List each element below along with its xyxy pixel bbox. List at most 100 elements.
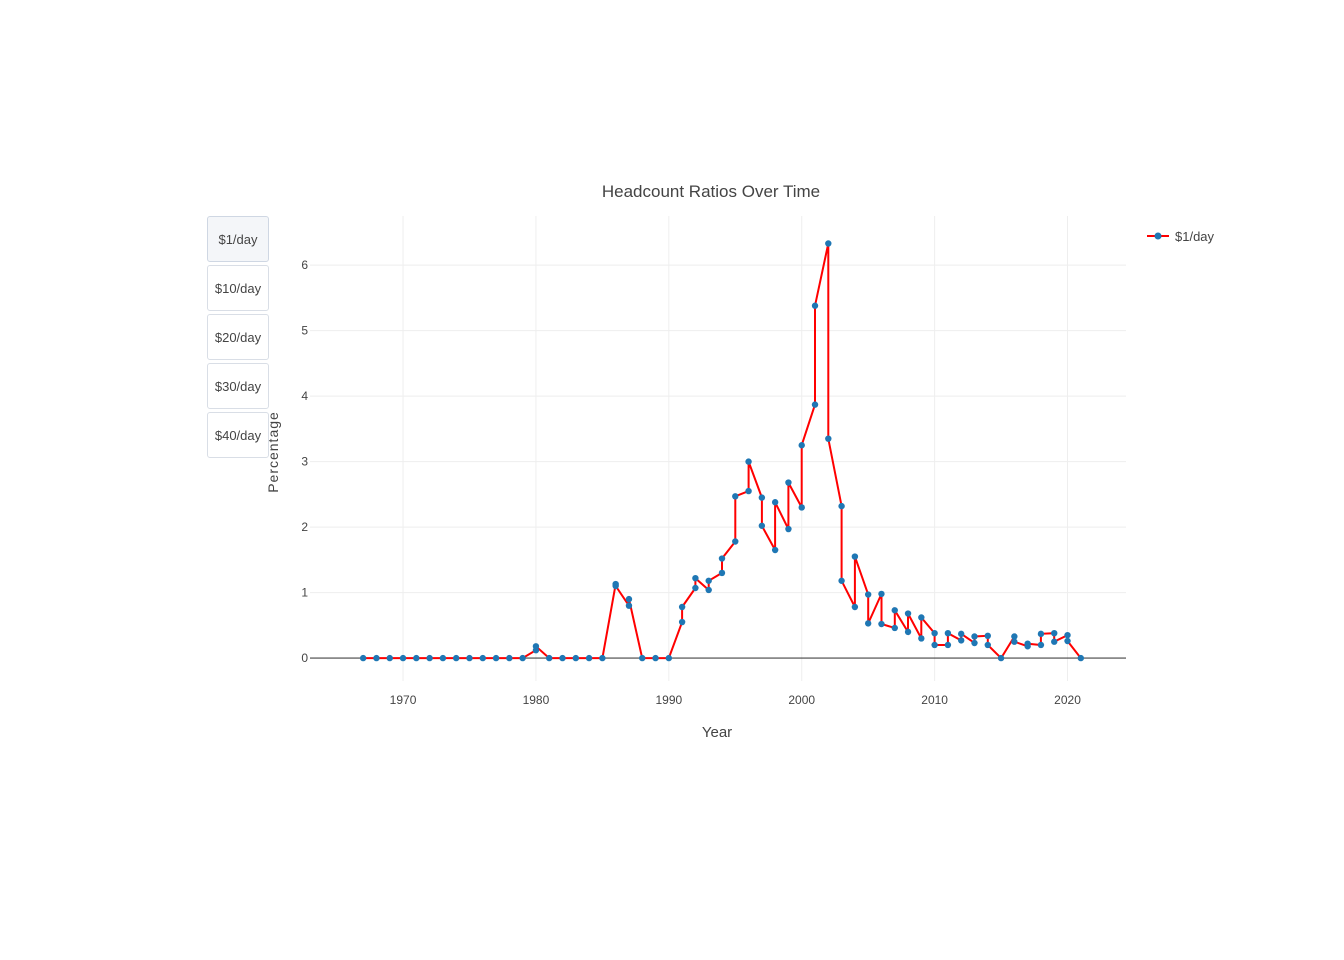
data-point[interactable] bbox=[1011, 633, 1018, 640]
data-point[interactable] bbox=[851, 553, 859, 560]
data-point[interactable] bbox=[864, 620, 872, 627]
data-point[interactable] bbox=[984, 632, 991, 640]
data-point[interactable] bbox=[585, 654, 593, 662]
button-10-per-day[interactable]: $10/day bbox=[207, 265, 269, 311]
y-axis-label: Percentage bbox=[265, 411, 281, 493]
data-point[interactable] bbox=[1064, 637, 1071, 645]
data-point[interactable] bbox=[1064, 631, 1071, 639]
data-point[interactable] bbox=[798, 442, 805, 449]
data-point[interactable] bbox=[519, 654, 526, 662]
data-point[interactable] bbox=[825, 435, 832, 442]
data-point[interactable] bbox=[1024, 640, 1031, 647]
data-point[interactable] bbox=[466, 654, 473, 662]
data-point[interactable] bbox=[1077, 654, 1085, 662]
data-point[interactable] bbox=[931, 629, 938, 637]
x-tick-label: 1970 bbox=[390, 693, 417, 707]
data-point[interactable] bbox=[532, 643, 540, 650]
data-point[interactable] bbox=[732, 538, 739, 545]
data-point[interactable] bbox=[692, 574, 699, 582]
data-point[interactable] bbox=[771, 499, 779, 506]
data-point[interactable] bbox=[559, 654, 566, 662]
data-point[interactable] bbox=[864, 591, 872, 598]
data-point[interactable] bbox=[958, 637, 965, 644]
data-point[interactable] bbox=[851, 603, 859, 611]
data-point[interactable] bbox=[1011, 638, 1018, 645]
data-point[interactable] bbox=[1051, 629, 1058, 637]
data-point[interactable] bbox=[599, 654, 606, 662]
data-point[interactable] bbox=[652, 654, 659, 662]
data-point[interactable] bbox=[811, 302, 819, 309]
data-point[interactable] bbox=[931, 641, 938, 649]
legend-label: $1/day bbox=[1175, 229, 1215, 244]
data-points bbox=[359, 240, 1085, 662]
data-point[interactable] bbox=[665, 654, 673, 662]
data-point[interactable] bbox=[825, 240, 832, 247]
data-point[interactable] bbox=[758, 522, 766, 529]
data-point[interactable] bbox=[811, 401, 819, 408]
data-point[interactable] bbox=[386, 654, 393, 662]
data-point[interactable] bbox=[625, 595, 633, 603]
data-point[interactable] bbox=[692, 584, 699, 592]
data-point[interactable] bbox=[944, 629, 952, 637]
data-point[interactable] bbox=[771, 546, 779, 554]
data-point[interactable] bbox=[492, 654, 500, 662]
data-point[interactable] bbox=[452, 654, 460, 662]
data-point[interactable] bbox=[971, 633, 978, 640]
data-point[interactable] bbox=[878, 590, 885, 598]
data-point[interactable] bbox=[639, 654, 646, 662]
button-1-per-day[interactable]: $1/day bbox=[207, 216, 269, 262]
data-point[interactable] bbox=[958, 630, 965, 638]
data-point[interactable] bbox=[359, 654, 367, 662]
data-point[interactable] bbox=[838, 577, 845, 584]
data-point[interactable] bbox=[625, 602, 633, 609]
data-point[interactable] bbox=[1037, 641, 1045, 649]
button-20-per-day[interactable]: $20/day bbox=[207, 314, 269, 360]
data-point[interactable] bbox=[1051, 638, 1058, 645]
button-30-per-day[interactable]: $30/day bbox=[207, 363, 269, 409]
data-point[interactable] bbox=[732, 493, 739, 500]
data-point[interactable] bbox=[506, 654, 513, 662]
y-tick-label: 4 bbox=[301, 389, 308, 403]
data-point[interactable] bbox=[904, 628, 912, 636]
data-point[interactable] bbox=[745, 487, 752, 495]
data-point[interactable] bbox=[971, 639, 978, 647]
data-point[interactable] bbox=[758, 494, 766, 501]
data-point[interactable] bbox=[891, 624, 898, 632]
data-point[interactable] bbox=[705, 577, 712, 584]
data-point[interactable] bbox=[785, 479, 792, 486]
x-tick-label: 2020 bbox=[1054, 693, 1081, 707]
data-point[interactable] bbox=[373, 654, 380, 662]
data-point[interactable] bbox=[479, 654, 486, 662]
data-point[interactable] bbox=[798, 504, 805, 511]
data-point[interactable] bbox=[413, 654, 420, 662]
data-point[interactable] bbox=[678, 603, 686, 611]
data-point[interactable] bbox=[838, 502, 845, 510]
data-point[interactable] bbox=[878, 620, 885, 628]
data-point[interactable] bbox=[426, 654, 433, 662]
data-point[interactable] bbox=[891, 607, 898, 614]
button-40-per-day[interactable]: $40/day bbox=[207, 412, 269, 458]
data-point[interactable] bbox=[944, 641, 952, 649]
data-point[interactable] bbox=[745, 458, 752, 465]
data-point[interactable] bbox=[705, 586, 712, 594]
chart-title: Headcount Ratios Over Time bbox=[602, 182, 820, 201]
data-point[interactable] bbox=[1037, 630, 1045, 638]
data-point[interactable] bbox=[612, 582, 619, 590]
data-point[interactable] bbox=[718, 555, 726, 562]
data-point[interactable] bbox=[785, 525, 792, 533]
data-point[interactable] bbox=[904, 610, 912, 617]
data-point[interactable] bbox=[399, 654, 407, 662]
data-point[interactable] bbox=[918, 635, 925, 642]
data-point[interactable] bbox=[546, 654, 553, 662]
legend[interactable]: $1/day bbox=[1147, 229, 1215, 244]
data-point[interactable] bbox=[997, 654, 1005, 662]
data-point[interactable] bbox=[678, 618, 686, 626]
data-point[interactable] bbox=[439, 654, 447, 662]
y-tick-label: 1 bbox=[301, 586, 308, 600]
data-point[interactable] bbox=[984, 641, 991, 649]
data-point[interactable] bbox=[572, 654, 579, 662]
y-tick-label: 5 bbox=[301, 324, 308, 338]
data-point[interactable] bbox=[918, 614, 925, 621]
data-point[interactable] bbox=[718, 569, 726, 577]
